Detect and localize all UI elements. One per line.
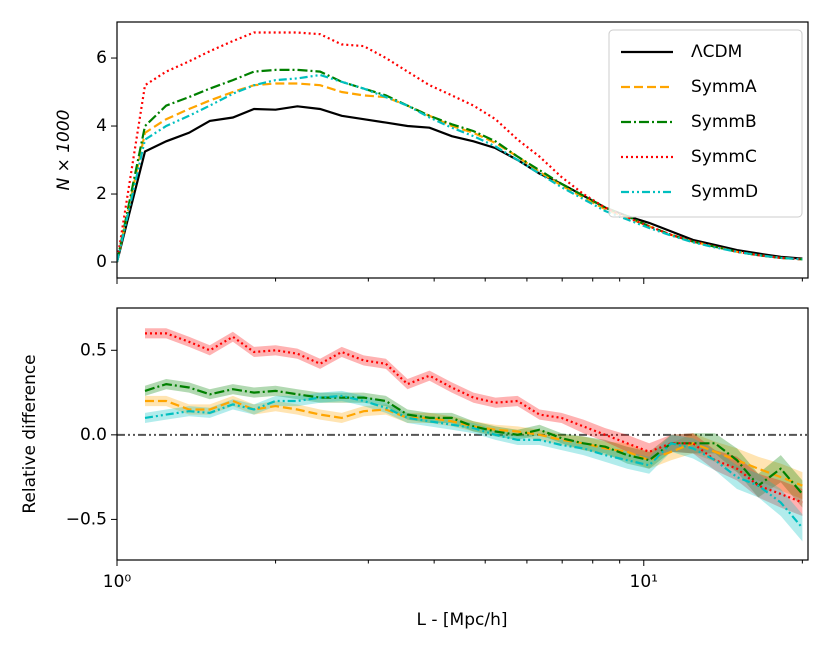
x-tick-label: 10⁰ xyxy=(103,572,132,592)
series-line xyxy=(144,382,804,495)
series-line xyxy=(145,332,803,504)
legend-label: ΛCDM xyxy=(691,42,742,62)
legend-label: SymmC xyxy=(691,147,757,167)
x-tick-label: 10¹ xyxy=(630,572,658,592)
y-axis-label: N × 1000 xyxy=(54,109,74,190)
error-band xyxy=(145,328,803,516)
series-line xyxy=(117,73,803,263)
x-axis-label: L - [Mpc/h] xyxy=(417,610,508,630)
error-band xyxy=(145,390,803,542)
y-tick-label: −0.5 xyxy=(66,509,107,529)
legend-label: SymmA xyxy=(691,77,757,97)
y-tick-label: 0 xyxy=(96,252,107,272)
plot-frame xyxy=(116,307,809,561)
y-axis-label: Relative difference xyxy=(20,354,40,513)
plot-frame xyxy=(116,21,809,279)
plot-area xyxy=(117,31,803,263)
series-line xyxy=(117,105,803,263)
y-tick-label: 2 xyxy=(96,184,107,204)
legend-label: SymmB xyxy=(691,112,757,132)
y-tick-label: 0.0 xyxy=(80,425,107,445)
y-tick-label: 0.5 xyxy=(80,340,107,360)
y-tick-label: 4 xyxy=(96,116,107,136)
y-tick-label: 6 xyxy=(96,48,107,68)
error-band xyxy=(145,395,803,500)
plot-area xyxy=(117,328,808,542)
legend-box xyxy=(608,29,803,218)
series-line xyxy=(117,68,803,263)
series-line xyxy=(144,394,804,529)
legend-label: SymmD xyxy=(691,182,758,202)
